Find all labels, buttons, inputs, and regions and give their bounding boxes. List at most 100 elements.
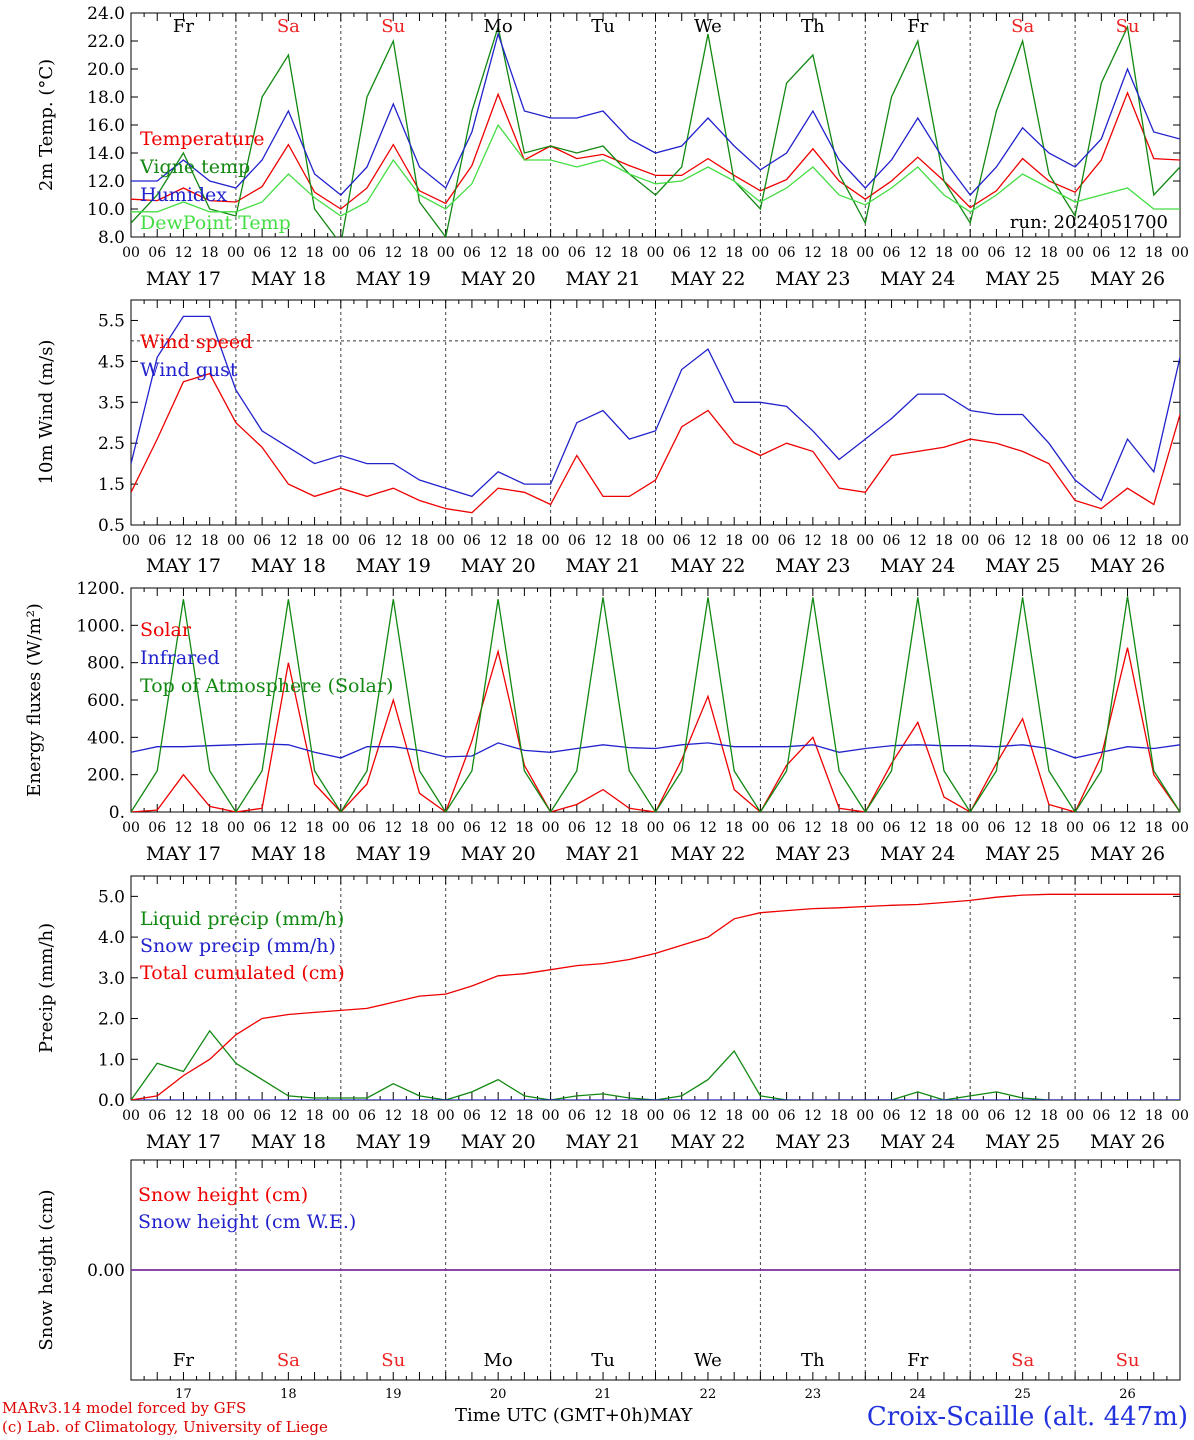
hour-tick-label: 00 [647, 1108, 665, 1124]
day-number-label: 20 [490, 1387, 507, 1402]
weekday-label: Fr [173, 1350, 194, 1371]
y-tick-label: 12.0 [87, 172, 125, 192]
day-number-label: 26 [1119, 1387, 1136, 1402]
hour-tick-label: 06 [673, 533, 691, 549]
hour-tick-label: 00 [961, 533, 979, 549]
legend-entry: Total cumulated (cm) [140, 962, 345, 984]
hour-tick-label: 18 [201, 1108, 219, 1124]
hour-tick-label: 00 [751, 533, 769, 549]
hour-tick-label: 18 [1145, 820, 1163, 836]
hour-tick-label: 06 [358, 245, 376, 261]
weekday-label: Th [801, 1350, 825, 1371]
hour-tick-label: 00 [856, 245, 874, 261]
hour-tick-label: 06 [778, 533, 796, 549]
legend-entry: DewPoint Temp [140, 212, 291, 234]
date-label: MAY 18 [251, 1131, 326, 1153]
date-label: MAY 18 [251, 843, 326, 865]
hour-tick-label: 00 [751, 820, 769, 836]
month-label: MAY [649, 1405, 693, 1426]
hour-tick-label: 00 [437, 820, 455, 836]
date-label: MAY 18 [251, 555, 326, 577]
hour-tick-label: 18 [725, 533, 743, 549]
series-line-vigne-temp [131, 24, 1180, 237]
hour-tick-label: 00 [1171, 820, 1189, 836]
y-axis-title: Snow height (cm) [36, 1189, 57, 1350]
weekday-label: We [694, 16, 722, 37]
hour-tick-label: 00 [1171, 245, 1189, 261]
time-axis-title: Time UTC (GMT+0h)MAY [455, 1405, 692, 1426]
hour-tick-label: 12 [384, 1108, 402, 1124]
y-tick-label: 1.5 [98, 475, 125, 495]
hour-tick-label: 18 [830, 533, 848, 549]
date-label: MAY 23 [775, 843, 850, 865]
day-number-label: 18 [280, 1387, 297, 1402]
hour-tick-label: 06 [568, 245, 586, 261]
y-axis-title: 10m Wind (m/s) [36, 340, 57, 485]
hour-tick-label: 00 [1171, 533, 1189, 549]
hour-tick-label: 06 [148, 1108, 166, 1124]
date-label: MAY 18 [251, 268, 326, 290]
date-label: MAY 17 [146, 555, 221, 577]
hour-tick-label: 06 [148, 533, 166, 549]
hour-tick-label: 00 [647, 245, 665, 261]
y-tick-label: 600. [87, 691, 125, 711]
series-line-dewpoint-temp [131, 123, 1180, 217]
panel-1: 8.0 10.0 12.0 14.0 16.0 18.0 20.0 22.0 24.0 2m Te… [36, 4, 1189, 290]
series-line-solar [131, 647, 1180, 812]
hour-tick-label: 12 [279, 533, 297, 549]
hour-tick-label: 12 [1119, 820, 1137, 836]
hour-tick-label: 00 [227, 820, 245, 836]
date-label: MAY 23 [775, 555, 850, 577]
hour-tick-label: 06 [1092, 533, 1110, 549]
hour-tick-label: 12 [909, 245, 927, 261]
y-tick-label: 8.0 [98, 228, 125, 248]
hour-tick-label: 06 [1092, 820, 1110, 836]
hour-tick-label: 00 [122, 533, 140, 549]
date-label: MAY 22 [670, 555, 745, 577]
hour-tick-label: 18 [725, 1108, 743, 1124]
date-label: MAY 19 [356, 555, 431, 577]
hour-tick-label: 06 [673, 245, 691, 261]
hour-tick-label: 12 [489, 533, 507, 549]
hour-tick-label: 06 [463, 1108, 481, 1124]
hour-tick-label: 12 [594, 1108, 612, 1124]
date-label: MAY 20 [461, 1131, 536, 1153]
y-tick-label: 0.00 [87, 1261, 125, 1281]
hour-tick-label: 00 [1171, 1108, 1189, 1124]
hour-tick-label: 12 [909, 820, 927, 836]
weekday-label: Sa [277, 1350, 300, 1371]
hour-tick-label: 18 [306, 820, 324, 836]
date-label: MAY 21 [565, 268, 640, 290]
date-label: MAY 24 [880, 843, 955, 865]
hour-tick-label: 06 [463, 820, 481, 836]
hour-tick-label: 00 [542, 245, 560, 261]
weekday-label: We [694, 1350, 722, 1371]
hour-tick-label: 12 [804, 533, 822, 549]
y-axis-title: Precip (mm/h) [36, 923, 57, 1053]
hour-tick-label: 06 [988, 245, 1006, 261]
hour-tick-label: 12 [279, 245, 297, 261]
y-tick-label: 5.5 [98, 311, 125, 331]
time-axis-label: Time UTC (GMT+0h) [455, 1405, 650, 1426]
hour-tick-label: 18 [1145, 533, 1163, 549]
hour-tick-label: 06 [463, 533, 481, 549]
y-tick-label: 1200. [76, 579, 125, 599]
y-tick-label: 0.5 [98, 516, 125, 536]
date-label: MAY 19 [356, 1131, 431, 1153]
hour-tick-label: 00 [751, 1108, 769, 1124]
weekday-label: Su [381, 16, 405, 37]
hour-tick-label: 06 [673, 820, 691, 836]
date-label: MAY 20 [461, 268, 536, 290]
hour-tick-label: 00 [122, 820, 140, 836]
hour-tick-label: 00 [1066, 533, 1084, 549]
series-line-temperature [131, 91, 1180, 210]
hour-tick-label: 06 [883, 533, 901, 549]
hour-tick-label: 18 [620, 820, 638, 836]
hour-tick-label: 12 [804, 1108, 822, 1124]
model-credit: MARv3.14 model forced by GFS (c) Lab. of… [2, 1399, 328, 1437]
weekday-label: Su [1116, 1350, 1140, 1371]
hour-tick-label: 18 [830, 820, 848, 836]
hour-tick-label: 06 [1092, 245, 1110, 261]
hour-tick-label: 00 [332, 820, 350, 836]
